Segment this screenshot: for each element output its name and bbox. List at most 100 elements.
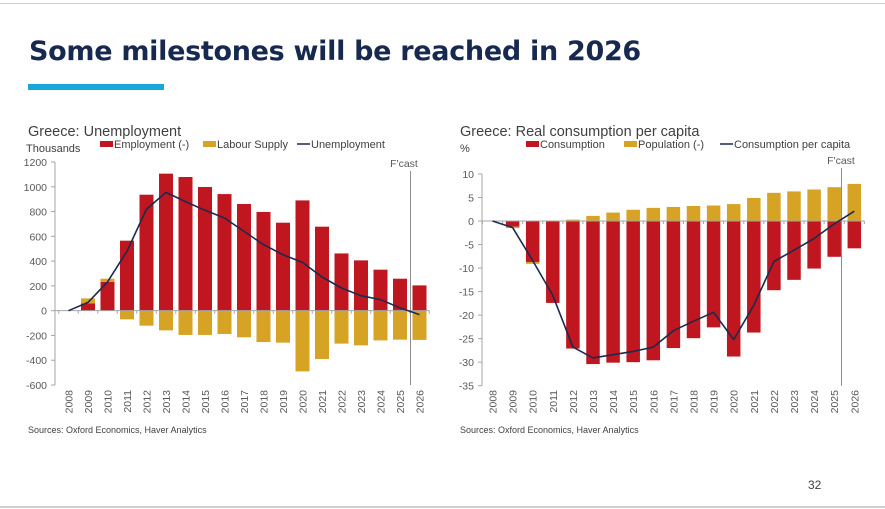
bar-population-2013 <box>586 215 600 222</box>
x-tick-label: 2015 <box>628 390 640 414</box>
x-tick-label: 2019 <box>278 390 290 414</box>
legend-swatch-0 <box>526 141 539 147</box>
x-tick-label: 2013 <box>588 390 600 414</box>
bar-labour-supply-2024 <box>373 310 388 341</box>
bar-consumption-2011 <box>546 221 560 303</box>
bar-employment-2014 <box>178 176 193 311</box>
legend-swatch-1 <box>203 141 216 147</box>
bar-consumption-2026 <box>847 221 862 249</box>
x-tick-label: 2012 <box>568 390 580 414</box>
y-tick-label: -20 <box>459 310 474 322</box>
x-tick-label: 2011 <box>122 390 134 413</box>
y-tick-label: 600 <box>29 231 47 243</box>
y-tick-label: -30 <box>459 357 474 369</box>
bar-labour-supply-2014 <box>178 310 193 335</box>
bar-employment-2012 <box>139 194 154 311</box>
bar-population-2014 <box>606 212 620 222</box>
bar-consumption-2015 <box>626 221 640 363</box>
bar-population-2018 <box>686 205 701 222</box>
chart-title: Greece: Real consumption per capita <box>460 124 700 140</box>
x-tick-label: 2025 <box>829 390 841 414</box>
bar-employment-2015 <box>198 187 212 311</box>
x-tick-label: 2010 <box>528 390 540 414</box>
bar-employment-2013 <box>159 173 173 311</box>
x-tick-label: 2024 <box>809 390 821 414</box>
top-divider <box>0 3 885 4</box>
source-note: Sources: Oxford Economics, Haver Analyti… <box>460 425 639 435</box>
x-tick-label: 2022 <box>337 390 349 414</box>
bar-consumption-2014 <box>606 221 620 363</box>
bar-population-2026 <box>847 183 862 222</box>
x-tick-label: 2026 <box>849 390 861 414</box>
x-tick-label: 2016 <box>648 390 660 414</box>
x-tick-label: 2018 <box>689 390 701 414</box>
bar-labour-supply-2011 <box>120 310 134 320</box>
y-tick-label: 800 <box>29 207 47 219</box>
bar-consumption-2018 <box>686 221 701 339</box>
bar-labour-supply-2019 <box>276 310 290 343</box>
bar-employment-2017 <box>237 203 251 311</box>
x-tick-label: 2019 <box>709 390 721 414</box>
x-tick-label: 2008 <box>64 390 76 414</box>
y-tick-label: -25 <box>459 334 474 346</box>
forecast-label: F'cast <box>827 155 855 167</box>
bar-population-2020 <box>726 204 741 222</box>
legend-label: Consumption <box>540 139 605 151</box>
forecast-label: F'cast <box>390 158 418 170</box>
slide-title: Some milestones will be reached in 2026 <box>29 36 641 67</box>
x-tick-label: 2017 <box>668 390 680 414</box>
bar-consumption-2010 <box>525 221 540 262</box>
y-tick-label: 400 <box>29 256 47 268</box>
bar-consumption-2012 <box>566 221 580 349</box>
y-tick-label: 0 <box>41 306 47 318</box>
x-tick-label: 2009 <box>83 390 95 414</box>
consumption-chart: Greece: Real consumption per capita% Cons… <box>459 124 865 435</box>
bar-labour-supply-2022 <box>334 310 349 344</box>
x-tick-label: 2013 <box>161 390 173 414</box>
bar-consumption-2017 <box>666 221 681 349</box>
bar-employment-2009 <box>81 303 95 311</box>
x-tick-label: 2023 <box>356 390 368 414</box>
line-series-2 <box>492 210 855 359</box>
x-tick-label: 2009 <box>508 390 520 414</box>
bar-consumption-2024 <box>807 221 821 269</box>
x-tick-label: 2010 <box>103 390 115 414</box>
bar-labour-supply-2021 <box>315 310 329 359</box>
x-tick-label: 2021 <box>749 390 761 414</box>
bar-consumption-2013 <box>586 221 600 365</box>
x-tick-label: 2018 <box>259 390 271 414</box>
bar-labour-supply-2026 <box>412 310 427 340</box>
y-tick-label: 10 <box>462 169 474 181</box>
y-tick-label: -200 <box>26 330 47 342</box>
x-tick-label: 2026 <box>415 390 427 414</box>
x-tick-label: 2014 <box>181 390 193 414</box>
bar-population-2021 <box>747 197 761 222</box>
bar-population-2010 <box>525 261 540 264</box>
chart-title: Greece: Unemployment <box>28 124 181 140</box>
y-tick-label: -15 <box>459 287 474 299</box>
bar-consumption-2020 <box>726 221 741 357</box>
bar-labour-supply-2017 <box>237 310 251 338</box>
bar-employment-2019 <box>276 222 290 311</box>
bar-labour-supply-2010 <box>100 278 115 282</box>
bar-consumption-2009 <box>505 221 520 227</box>
x-tick-label: 2012 <box>142 390 154 414</box>
bar-employment-2010 <box>100 281 115 311</box>
bar-population-2025 <box>827 187 841 222</box>
x-tick-label: 2011 <box>548 390 560 413</box>
bar-population-2016 <box>646 207 661 222</box>
bar-population-2022 <box>767 192 781 222</box>
unemployment-chart: Greece: Unemployment Thousands Employment … <box>24 124 430 435</box>
y-tick-label: -400 <box>26 355 47 367</box>
legend-swatch-1 <box>624 141 637 147</box>
y-tick-label: -5 <box>465 240 474 252</box>
y-axis-unit: % <box>460 143 470 155</box>
y-axis-unit: Thousands <box>26 143 81 155</box>
title-accent-bar <box>28 84 164 90</box>
x-tick-label: 2015 <box>200 390 212 414</box>
bar-labour-supply-2016 <box>217 310 232 334</box>
bar-population-2019 <box>706 205 721 222</box>
x-tick-label: 2023 <box>789 390 801 414</box>
x-tick-label: 2017 <box>239 390 251 414</box>
y-tick-label: -10 <box>459 263 474 275</box>
